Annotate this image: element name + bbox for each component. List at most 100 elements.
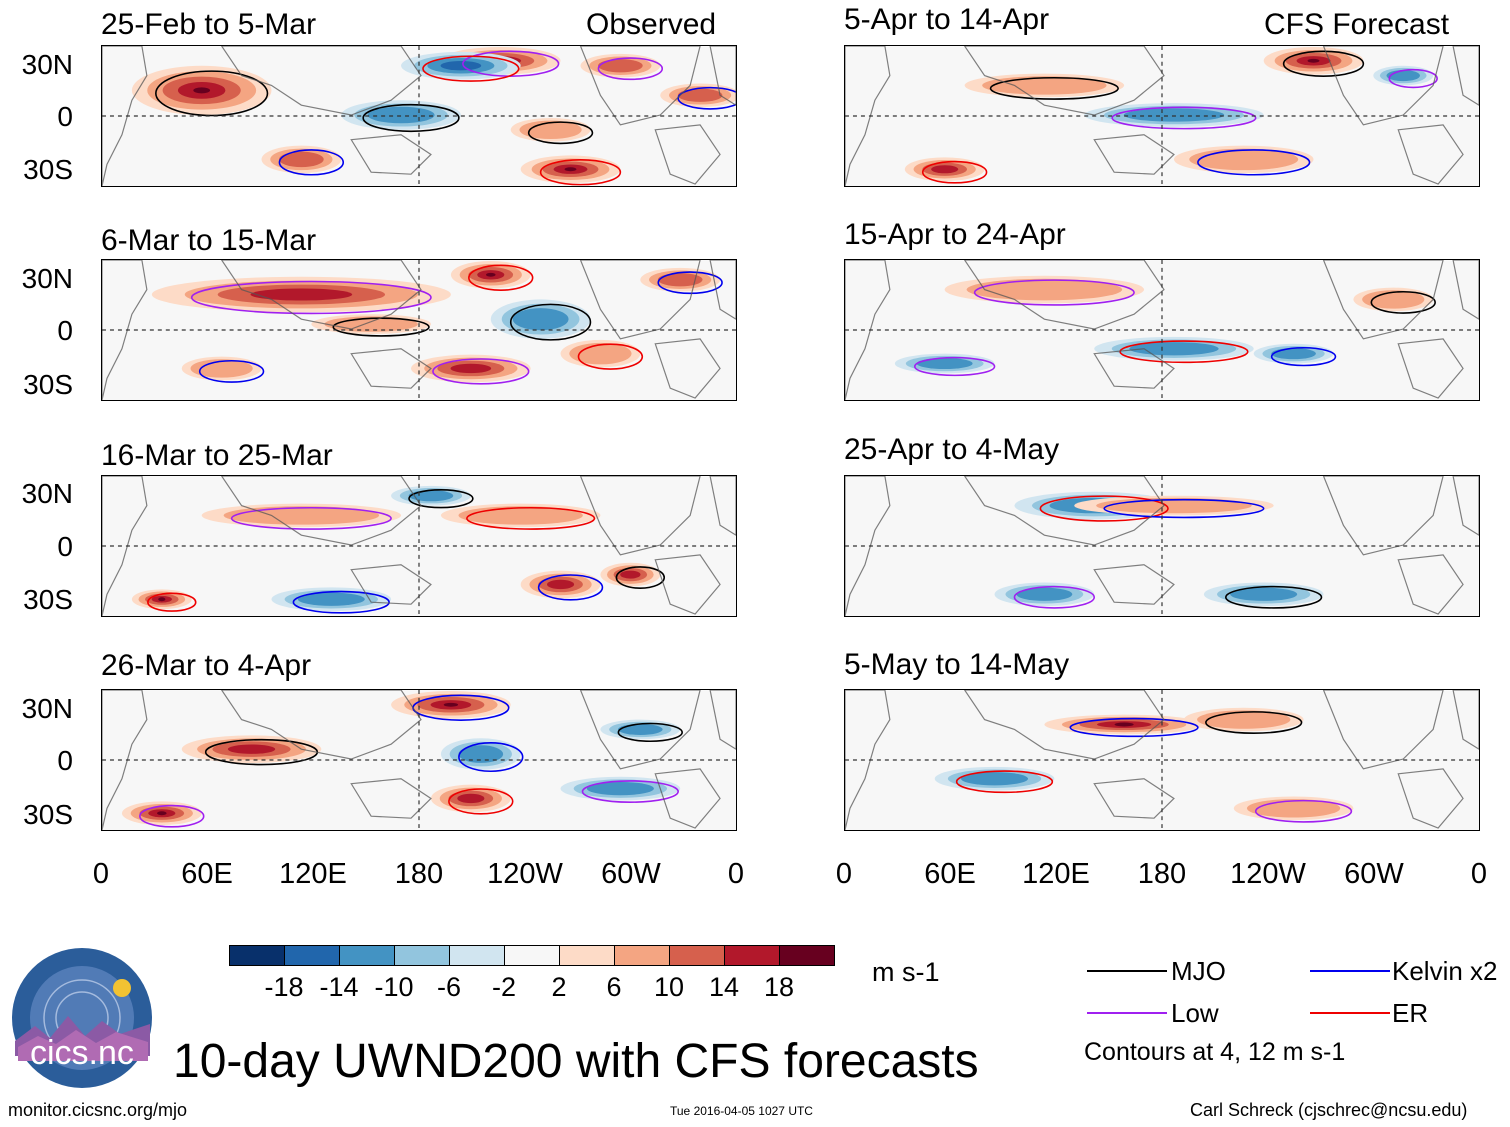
wind-anomaly-patch (450, 363, 492, 374)
lat-label-30s-3: 30S (23, 584, 73, 615)
wind-anomaly-patch (408, 490, 454, 502)
colorbar-swatch (779, 945, 835, 966)
coastline (1452, 476, 1479, 536)
observed-map-4-svg (102, 690, 736, 830)
wind-anomaly-patch (443, 702, 459, 707)
wave-contour (278, 149, 345, 176)
lat-label-30n-2: 30N (21, 263, 73, 294)
legend-er-line (1310, 1012, 1390, 1014)
coastline (963, 260, 1165, 330)
legend-mjo-label: MJO (1171, 956, 1226, 986)
lon-label-left-60e: 60E (181, 858, 233, 890)
coastline (1093, 348, 1175, 389)
wave-contour (1013, 585, 1096, 609)
wave-contour (1069, 717, 1199, 738)
coastline (1322, 46, 1444, 126)
wave-contour (362, 103, 460, 133)
colorbar-tick-label: -2 (491, 972, 516, 1002)
legend-kelvin-line (1310, 970, 1390, 972)
wind-anomaly-patch (519, 120, 582, 140)
wind-anomaly-patch (279, 151, 324, 168)
coastline (1322, 260, 1444, 340)
coastline (1093, 564, 1175, 605)
colorbar-swatch (339, 945, 395, 966)
colorbar-tick-label: -14 (319, 972, 359, 1002)
colorbar-swatch (229, 945, 285, 966)
wave-contour (1039, 495, 1169, 522)
coastline (579, 476, 701, 556)
coastline (1397, 554, 1464, 615)
wind-anomaly-patch (193, 87, 211, 94)
coastline (102, 690, 148, 830)
wind-anomaly-patch (227, 744, 276, 754)
colorbar-units: m s-1 (872, 957, 940, 987)
coastline (102, 46, 148, 186)
lat-label-30n-4: 30N (21, 693, 73, 724)
wave-contour (1370, 290, 1436, 314)
forecast-label: CFS Forecast (1264, 8, 1450, 41)
forecast-panel-1-title: 5-Apr to 14-Apr (844, 3, 1050, 36)
footer-url: monitor.cicsnc.org/mjo (8, 1100, 188, 1120)
lat-label-eq-1: 0 (57, 101, 73, 132)
wind-anomaly-patch (250, 288, 353, 301)
forecast-panel-2-title: 15-Apr to 24-Apr (844, 218, 1066, 251)
wave-contour (973, 279, 1135, 306)
legend-low-line (1087, 1012, 1167, 1014)
forecast-map-3 (844, 475, 1480, 617)
forecast-map-1 (844, 45, 1480, 187)
wave-contour (139, 804, 205, 828)
wave-contour (147, 592, 197, 612)
coastline (654, 338, 721, 399)
lon-label-right-120w: 120W (1230, 858, 1306, 890)
wind-anomaly-patch (1016, 587, 1073, 601)
wind-anomaly-patch (223, 506, 380, 525)
wind-anomaly-patch (297, 592, 365, 606)
legend-mjo-line (1087, 970, 1167, 972)
colorbar-swatch (669, 945, 725, 966)
lon-label-left-120w: 120W (487, 858, 563, 890)
logo-text: cics.nc (30, 1034, 134, 1072)
wind-anomaly-patch (657, 273, 703, 287)
coastline (1322, 476, 1444, 556)
coastline (350, 778, 432, 819)
wind-anomaly-patch (1307, 58, 1320, 63)
lon-label-left-0: 0 (92, 858, 110, 890)
wave-contour (466, 506, 596, 530)
colorbar-tick-label: 18 (763, 972, 795, 1002)
wind-anomaly-patch (367, 106, 435, 124)
colorbar-swatch (504, 945, 560, 966)
lon-label-left-0-end: 0 (727, 858, 745, 890)
wind-anomaly-patch (931, 165, 959, 174)
wave-contour (198, 359, 265, 383)
wave-contour (1205, 711, 1303, 734)
coastline (709, 260, 736, 320)
wave-contour (657, 271, 723, 295)
coastline (845, 260, 891, 400)
colorbar-tick-label: 2 (551, 972, 567, 1002)
observed-panel-3-title: 16-Mar to 25-Mar (101, 439, 333, 472)
wave-contour (527, 121, 594, 145)
wave-contour (190, 280, 432, 315)
coastline (220, 690, 422, 760)
coastline (579, 260, 701, 340)
wave-contour (1103, 498, 1265, 519)
footer-timestamp: Tue 2016-04-05 1027 UTC (670, 1104, 813, 1118)
observed-map-2 (101, 259, 737, 401)
colorbar-tick-label: -18 (264, 972, 304, 1002)
wave-contour (1111, 106, 1257, 130)
wind-anomaly-patch (1114, 722, 1134, 727)
observed-map-3-svg (102, 476, 736, 616)
forecast-map-4-svg (845, 690, 1479, 830)
observed-panel-4-title: 26-Mar to 4-Apr (101, 649, 312, 682)
lon-label-left-180: 180 (394, 858, 444, 890)
legend-er-label: ER (1392, 998, 1429, 1028)
coastline (1322, 690, 1444, 770)
wind-anomaly-patch (512, 308, 569, 331)
wave-contour (577, 343, 644, 370)
wind-anomaly-patch (961, 772, 1029, 786)
wind-anomaly-patch (190, 359, 253, 378)
forecast-panel-4-title: 5-May to 14-May (844, 648, 1070, 681)
colorbar-tick-label: 10 (653, 972, 685, 1002)
wind-anomaly-patch (458, 745, 504, 763)
colorbar-swatch (559, 945, 615, 966)
